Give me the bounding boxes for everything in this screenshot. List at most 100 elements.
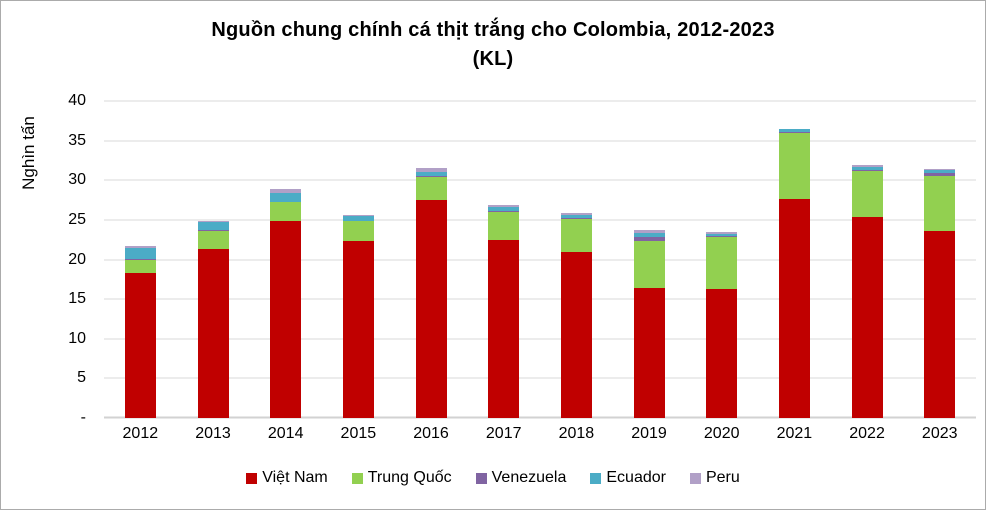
- legend-label: Venezuela: [491, 469, 567, 486]
- bar-segment-peru-2017: [488, 205, 520, 208]
- legend-swatch-icon: [689, 472, 701, 484]
- bar-segment-việt-nam-2014: [270, 221, 302, 418]
- bar-segment-peru-2018: [560, 212, 592, 216]
- stacked-bar-2015: [342, 101, 374, 418]
- x-axis-tick-label-2018: 2018: [558, 425, 595, 442]
- x-axis-tick-label-2022: 2022: [849, 425, 885, 442]
- bar-segment-ecuador-2018: [560, 215, 592, 219]
- y-axis-tick-labels: - 5 10 15 20 25 30 35 40: [1, 92, 96, 426]
- bar-slot-2017: [467, 101, 540, 418]
- bar-segment-việt-nam-2021: [778, 199, 810, 418]
- bar-slot-2022: [831, 101, 904, 418]
- bar-segment-venezuela-2018: [560, 218, 592, 220]
- bar-slot-2018: [540, 101, 613, 418]
- y-axis-tick-label: 15: [68, 290, 86, 308]
- stacked-bar-2016: [415, 101, 447, 418]
- bars-container: [104, 101, 976, 418]
- legend-label: Việt Nam: [262, 469, 328, 486]
- bar-segment-peru-2019: [633, 229, 665, 233]
- bar-segment-venezuela-2022: [851, 169, 883, 171]
- bar-slot-2016: [395, 101, 468, 418]
- bar-segment-ecuador-2020: [706, 234, 738, 236]
- bar-segment-ecuador-2015: [342, 215, 374, 221]
- bar-segment-trung-quốc-2022: [851, 170, 883, 217]
- bar-segment-trung-quốc-2021: [778, 132, 810, 200]
- bar-segment-ecuador-2014: [270, 192, 302, 202]
- y-axis-tick-label: -: [80, 409, 86, 426]
- bar-segment-trung-quốc-2023: [924, 175, 956, 231]
- bar-segment-venezuela-2023: [924, 173, 956, 176]
- x-axis-tick-label-2021: 2021: [776, 425, 813, 442]
- gridline: [104, 377, 976, 379]
- bar-segment-peru-2022: [851, 165, 883, 167]
- x-axis-tick-label-2012: 2012: [122, 425, 159, 442]
- x-axis-tick-label-2023: 2023: [921, 425, 958, 442]
- bar-slot-2021: [758, 101, 831, 418]
- bar-slot-2023: [903, 101, 976, 418]
- bar-segment-venezuela-2021: [778, 131, 810, 133]
- stacked-bar-2014: [270, 101, 302, 418]
- bar-slot-2015: [322, 101, 395, 418]
- bar-segment-peru-2013: [197, 220, 229, 223]
- bar-segment-peru-2015: [342, 214, 374, 216]
- bar-segment-trung-quốc-2018: [560, 219, 592, 253]
- legend-label: Trung Quốc: [367, 469, 452, 486]
- bar-segment-peru-2012: [124, 246, 156, 248]
- legend-item-peru: Peru: [689, 469, 740, 487]
- stacked-bar-2021: [778, 101, 810, 418]
- legend-item-việt-nam: Việt Nam: [246, 469, 328, 487]
- bar-segment-ecuador-2016: [415, 172, 447, 177]
- bar-segment-ecuador-2022: [851, 166, 883, 170]
- gridline: [104, 179, 976, 181]
- stacked-bar-2012: [124, 101, 156, 418]
- bar-segment-peru-2016: [415, 168, 447, 173]
- bar-segment-venezuela-2016: [415, 176, 447, 178]
- legend-item-trung-quốc: Trung Quốc: [351, 469, 452, 487]
- y-axis-tick-label: 20: [68, 250, 86, 268]
- stacked-bar-2023: [924, 101, 956, 418]
- x-axis-tick-label-2013: 2013: [195, 425, 231, 442]
- legend-swatch-icon: [246, 472, 258, 484]
- x-axis-tick-label-2014: 2014: [267, 425, 304, 442]
- x-axis-tick-labels: 2012 2013 2014 2015 2016 2017 2018 2019 2020 2021…: [104, 425, 976, 443]
- legend-label: Peru: [705, 469, 740, 486]
- bar-segment-việt-nam-2013: [197, 249, 229, 418]
- bar-segment-venezuela-2019: [633, 236, 665, 242]
- stacked-bar-2020: [706, 101, 738, 418]
- bar-segment-việt-nam-2017: [488, 240, 520, 418]
- y-axis-tick-label: 30: [68, 171, 86, 189]
- bar-segment-việt-nam-2016: [415, 200, 447, 418]
- legend-label: Ecuador: [606, 469, 666, 486]
- legend-swatch-icon: [590, 472, 602, 484]
- gridline: [104, 219, 976, 221]
- stacked-bar-2018: [560, 101, 592, 418]
- y-axis-tick-label: 5: [77, 369, 86, 387]
- bar-segment-ecuador-2019: [633, 232, 665, 237]
- bar-segment-ecuador-2013: [197, 222, 229, 231]
- bar-segment-venezuela-2020: [706, 235, 738, 237]
- legend: Việt Nam Trung Quốc Venezuela Ecuador Peru: [1, 469, 985, 487]
- gridline: [104, 338, 976, 340]
- bar-slot-2012: [104, 101, 177, 418]
- bar-segment-ecuador-2023: [924, 169, 956, 174]
- legend-item-ecuador: Ecuador: [590, 469, 666, 487]
- bar-segment-việt-nam-2022: [851, 216, 883, 418]
- bar-segment-việt-nam-2018: [560, 252, 592, 418]
- bar-slot-2019: [613, 101, 686, 418]
- legend-swatch-icon: [475, 472, 487, 484]
- bar-segment-trung-quốc-2017: [488, 211, 520, 241]
- bar-segment-trung-quốc-2014: [270, 202, 302, 222]
- bar-slot-2013: [177, 101, 250, 418]
- bar-segment-việt-nam-2020: [706, 288, 738, 418]
- bar-segment-trung-quốc-2013: [197, 230, 229, 250]
- bar-segment-venezuela-2015: [342, 220, 374, 222]
- bar-slot-2020: [685, 101, 758, 418]
- bar-segment-peru-2014: [270, 189, 302, 193]
- bar-segment-trung-quốc-2016: [415, 177, 447, 201]
- stacked-bar-2022: [851, 101, 883, 418]
- gridline: [104, 100, 976, 102]
- gridline: [104, 140, 976, 142]
- stacked-bar-2017: [488, 101, 520, 418]
- bar-segment-trung-quốc-2019: [633, 241, 665, 289]
